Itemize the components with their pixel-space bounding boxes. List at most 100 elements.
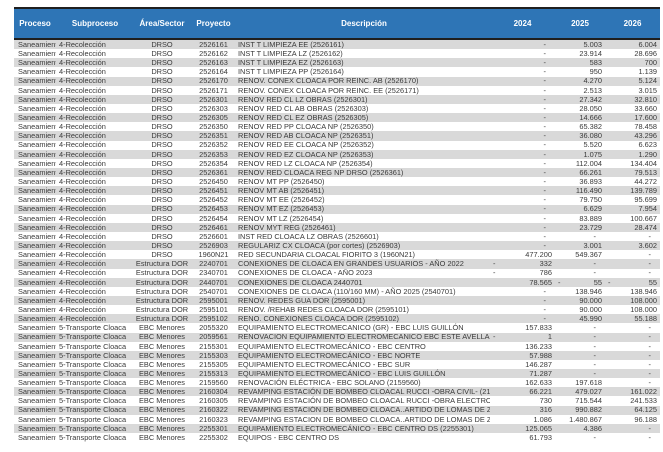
cell-proceso[interactable]: Saneamiento [18,186,56,196]
cell-subproceso[interactable]: 4-Recolección [59,186,106,196]
cell-proceso[interactable]: Saneamiento [18,350,56,360]
cell-proceso[interactable]: Saneamiento [18,94,56,104]
cell-2025[interactable]: - [555,232,605,241]
cell-2024[interactable]: - [490,58,555,67]
cell-2025[interactable]: 583 [555,58,605,67]
cell-proyecto[interactable]: 2155313 [199,369,228,378]
cell-2026[interactable]: 79.513 [605,168,660,177]
cell-2024[interactable]: - [490,104,555,113]
cell-area-sector[interactable]: DRSO [151,204,173,214]
cell-2025[interactable]: 27.342 [555,95,605,104]
cell-2025[interactable]: - [555,360,605,369]
cell-proyecto[interactable]: 2526170 [199,76,228,86]
cell-subproceso[interactable]: 5-Transporte Cloaca [59,433,127,442]
cell-descripcion[interactable]: RENOV MT PP (2526450) [238,177,325,186]
cell-subproceso[interactable]: 4-Recolección [59,241,106,250]
cell-subproceso[interactable]: 4-Recolección [59,314,106,324]
cell-2026[interactable]: 95.699 [605,195,660,204]
cell-subproceso[interactable]: 4-Recolección [59,76,106,86]
cell-proceso[interactable]: Saneamiento [18,241,56,250]
cell-proyecto[interactable]: 2526305 [199,113,228,122]
cell-2024[interactable]: - [490,186,555,195]
cell-2025[interactable]: 4.386 [555,424,605,433]
cell-2026[interactable]: 33.660 [605,104,660,113]
cell-area-sector[interactable]: Estructura DOR [135,305,189,314]
cell-proyecto[interactable]: 2155301 [199,341,228,351]
cell-proyecto[interactable]: 2059561 [199,332,228,342]
cell-2024[interactable]: 136.233 [490,342,555,351]
cell-2026[interactable]: 32.810 [605,95,660,104]
cell-subproceso[interactable]: 5-Transporte Cloaca [59,323,127,333]
cell-2025[interactable]: 715.544 [555,396,605,405]
cell-area-sector[interactable]: Estructura DOR [135,314,189,324]
cell-proyecto[interactable]: 2526303 [199,103,228,113]
cell-proceso[interactable]: Saneamiento [18,85,56,95]
cell-area-sector[interactable]: DRSO [151,94,173,104]
cell-area-sector[interactable]: DRSO [151,67,173,77]
cell-proyecto[interactable]: 2595102 [199,314,228,324]
cell-subproceso[interactable]: 4-Recolección [59,58,106,68]
cell-2026[interactable]: 108.000 [605,296,660,305]
cell-descripcion[interactable]: RENOV MT EZ (2526453) [238,204,325,214]
cell-2024[interactable]: 157.833 [490,323,555,332]
cell-proyecto[interactable]: 2526161 [199,40,228,49]
cell-subproceso[interactable]: 5-Transporte Cloaca [59,414,127,424]
cell-2025[interactable]: 45.990 [555,314,605,323]
cell-2025[interactable]: 1.480.867 [555,415,605,424]
cell-proyecto[interactable]: 2595101 [199,305,228,314]
cell-2026[interactable]: 6.623 [605,141,660,150]
cell-2026[interactable]: 17.600 [605,113,660,122]
cell-2025[interactable]: - 55 [555,278,605,287]
cell-2024[interactable]: 61.793 [490,433,555,442]
cell-proyecto[interactable]: 2526353 [199,149,228,159]
cell-proceso[interactable]: Saneamiento [18,222,56,232]
cell-2025[interactable]: - [555,323,605,332]
cell-descripcion[interactable]: RENOV RED CLOACA REG NP DRSO (2526361) [238,167,404,177]
cell-2026[interactable]: 5.124 [605,77,660,86]
cell-2024[interactable]: - [490,86,555,95]
cell-2024[interactable]: -1 [490,333,555,342]
cell-2025[interactable]: 138.946 [555,287,605,296]
cell-2024[interactable]: - [490,305,555,314]
cell-proceso[interactable]: Saneamiento [18,277,56,287]
cell-2024[interactable]: - [490,40,555,49]
cell-2024[interactable]: - [490,168,555,177]
cell-proceso[interactable]: Saneamiento [18,423,56,433]
cell-2024[interactable]: 146.287 [490,360,555,369]
cell-proceso[interactable]: Saneamiento [18,113,56,122]
cell-proceso[interactable]: Saneamiento [18,158,56,168]
cell-2024[interactable]: 1.086 [490,415,555,424]
cell-descripcion[interactable]: RENOV RED EE CLOACA NP (2526352) [238,140,374,150]
cell-proceso[interactable]: Saneamiento [18,40,56,49]
cell-2026[interactable]: 108.000 [605,305,660,314]
cell-subproceso[interactable]: 5-Transporte Cloaca [59,359,127,369]
cell-2026[interactable]: 3.015 [605,86,660,95]
cell-area-sector[interactable]: EBC Menores [138,350,185,360]
cell-2026[interactable]: 64.125 [605,406,660,415]
cell-2026[interactable]: - [605,342,660,351]
cell-2025[interactable]: 4.270 [555,77,605,86]
cell-area-sector[interactable]: DRSO [151,177,173,186]
cell-2025[interactable]: - [555,433,605,442]
cell-descripcion[interactable]: RENO. CONEXIONES CLOACA DOR (2595102) [238,314,400,324]
cell-2025[interactable]: 83.889 [555,214,605,223]
cell-2025[interactable]: 2.513 [555,86,605,95]
cell-subproceso[interactable]: 4-Recolección [59,40,106,49]
cell-proceso[interactable]: Saneamiento [18,286,56,296]
cell-2025[interactable]: 6.629 [555,205,605,214]
cell-descripcion[interactable]: RENOV. /REHAB REDES CLOACA DOR (2595101) [238,305,410,314]
cell-proceso[interactable]: Saneamiento [18,268,56,278]
cell-descripcion[interactable]: RENOV RED CL LZ OBRAS (2526301) [238,94,368,104]
cell-subproceso[interactable]: 4-Recolección [59,177,106,186]
cell-area-sector[interactable]: DRSO [151,140,173,150]
cell-area-sector[interactable]: Estructura DOR [135,295,189,305]
cell-proyecto[interactable]: 2526452 [199,195,228,205]
cell-2025[interactable]: 36.893 [555,177,605,186]
cell-2025[interactable]: 14.666 [555,113,605,122]
cell-descripcion[interactable]: REVAMPING ESTACIÓN DE BOMBEO CLOACAL RUC… [238,387,490,397]
cell-2026[interactable]: 700 [605,58,660,67]
cell-subproceso[interactable]: 4-Recolección [59,277,106,287]
cell-2024[interactable]: - [490,314,555,323]
cell-descripcion[interactable]: RENOV MT EE (2526452) [238,195,325,205]
cell-2025[interactable]: - [555,369,605,378]
